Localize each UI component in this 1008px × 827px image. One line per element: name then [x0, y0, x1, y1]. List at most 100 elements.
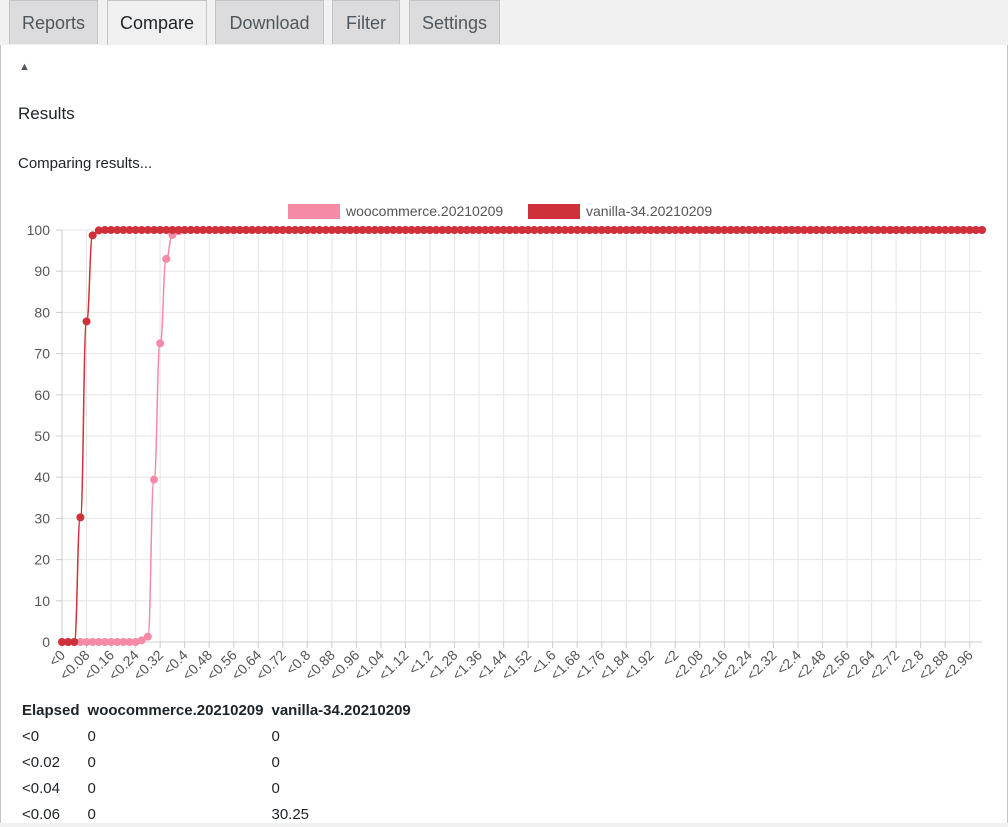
data-point	[628, 226, 637, 234]
data-point	[573, 226, 582, 234]
data-point	[235, 226, 244, 234]
tab-download[interactable]: Download	[215, 0, 324, 44]
data-point	[376, 226, 385, 234]
chart-axes: 0102030405060708090100<0<0.08<0.16<0.24<…	[27, 222, 982, 683]
y-tick-label: 0	[42, 634, 50, 650]
data-point	[665, 226, 674, 234]
tab-bar: Reports Compare Download Filter Settings	[0, 0, 1008, 47]
cell: 0	[87, 727, 96, 745]
data-point	[708, 226, 717, 234]
data-point	[886, 226, 894, 234]
legend-label: woocommerce.20210209	[345, 203, 503, 219]
data-point	[309, 226, 318, 234]
cell: 0	[271, 727, 280, 745]
tab-compare[interactable]: Compare	[107, 0, 207, 46]
data-point	[818, 226, 827, 234]
data-point	[340, 226, 349, 234]
data-point	[560, 226, 569, 234]
data-point	[769, 226, 778, 234]
data-point	[303, 226, 312, 234]
data-point	[266, 226, 275, 234]
series-1	[58, 226, 986, 646]
data-point	[910, 226, 919, 234]
compare-panel: ▲ Results Comparing results... 0 10 20 30 40…	[0, 45, 1008, 823]
data-point	[284, 226, 293, 234]
data-point	[125, 638, 134, 646]
data-point	[775, 226, 784, 234]
data-point	[726, 226, 735, 234]
data-point	[334, 226, 342, 234]
data-point	[892, 226, 901, 234]
data-point	[156, 226, 165, 234]
data-point	[585, 226, 594, 234]
y-tick-label: 60	[34, 387, 50, 403]
data-point	[119, 226, 128, 234]
status-text: Comparing results...	[18, 155, 153, 172]
data-point	[199, 226, 208, 234]
y-tick-label: 100	[27, 222, 51, 238]
data-point	[524, 226, 533, 234]
legend-swatch	[288, 204, 340, 219]
triangle-up-icon[interactable]: ▲	[19, 61, 30, 73]
data-point	[616, 226, 625, 234]
data-point	[131, 638, 140, 646]
data-point	[646, 226, 655, 234]
legend-swatch	[528, 204, 580, 219]
data-point	[94, 638, 103, 646]
y-tick-label: 30	[34, 510, 50, 526]
data-point	[407, 226, 416, 234]
data-point	[744, 226, 753, 234]
data-point	[426, 226, 434, 234]
data-point	[953, 226, 962, 234]
data-point	[346, 226, 355, 234]
data-point	[291, 226, 300, 234]
data-point	[113, 638, 122, 646]
data-point	[787, 226, 796, 234]
data-point	[413, 226, 422, 234]
data-point	[297, 226, 306, 234]
tab-settings[interactable]: Settings	[409, 0, 500, 44]
data-point	[76, 638, 85, 646]
data-point	[444, 226, 453, 234]
data-point	[536, 226, 545, 234]
data-point	[935, 226, 944, 234]
data-point	[567, 226, 576, 234]
data-point	[94, 226, 103, 235]
data-point	[456, 226, 465, 234]
data-point	[315, 226, 324, 234]
table-row: <0.06 0 30.25	[18, 801, 415, 827]
results-title: Results	[18, 104, 75, 123]
data-point	[143, 226, 152, 234]
data-point	[978, 226, 986, 234]
data-point	[205, 226, 214, 234]
data-point	[64, 638, 73, 646]
data-point	[849, 226, 858, 234]
data-point	[143, 632, 152, 641]
data-point	[229, 226, 238, 234]
tab-filter[interactable]: Filter	[332, 0, 400, 44]
data-point	[671, 226, 680, 234]
data-point	[530, 226, 539, 234]
data-point	[861, 226, 870, 234]
data-point	[278, 226, 287, 234]
data-point	[738, 226, 747, 234]
data-point	[499, 226, 508, 234]
data-point	[879, 226, 888, 234]
y-tick-label: 10	[34, 593, 50, 609]
data-point	[659, 226, 668, 234]
data-point	[855, 226, 864, 234]
legend-label: vanilla-34.20210209	[586, 203, 712, 219]
table-row: <0.04 0 0	[18, 775, 415, 801]
data-point	[150, 475, 158, 484]
tab-reports[interactable]: Reports	[9, 0, 98, 44]
data-point	[683, 226, 692, 234]
cell: 0	[87, 779, 96, 797]
y-tick-label: 80	[34, 304, 50, 320]
col-woocommerce: woocommerce.20210209	[87, 701, 264, 719]
data-point	[272, 226, 281, 234]
data-point	[162, 226, 171, 234]
data-point	[475, 226, 484, 234]
data-point	[677, 226, 686, 234]
chart-legend: woocommerce.20210209 vanilla-34.20210209	[288, 203, 712, 219]
data-point	[928, 226, 937, 234]
